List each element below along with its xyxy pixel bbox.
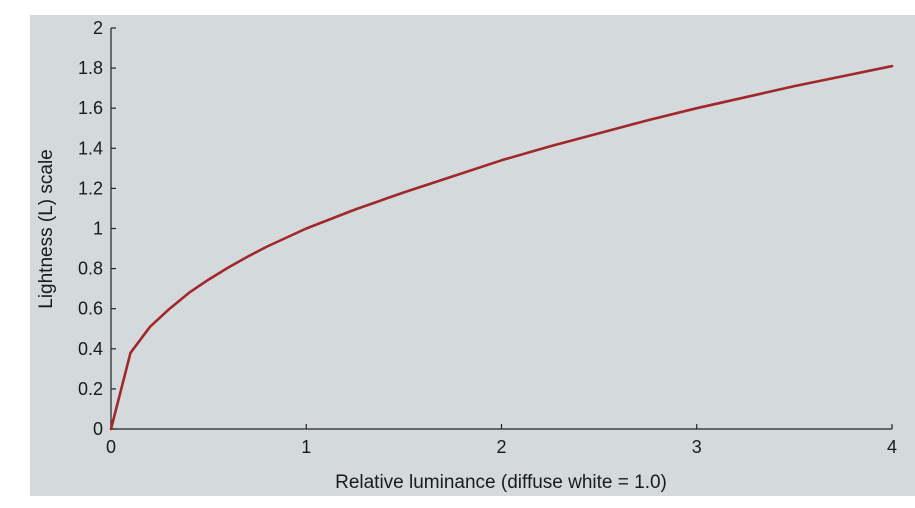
x-tick-label: 0 [106,437,116,457]
y-axis-title: Lightness (L) scale [36,149,57,308]
y-tick-label: 0.4 [78,339,103,359]
series-line [109,64,894,431]
x-axis-title: Relative luminance (diffuse white = 1.0) [335,472,667,493]
y-tick-label: 1.2 [78,178,103,198]
y-tick-label: 0.8 [78,259,103,279]
y-tick-label: 1.8 [78,58,103,78]
y-tick-label: 2 [93,18,103,38]
chart-background [30,15,915,496]
series-group [109,64,894,431]
y-tick-label: 0 [93,419,103,439]
y-tick-label: 0.6 [78,299,103,319]
y-tick-label: 1.4 [78,138,103,158]
x-tick-label: 3 [692,437,702,457]
axes: 0 0.2 0.4 0.6 0.8 1 1.2 1.4 1.6 1.8 2 0 1 2 3 4 [78,18,897,457]
y-ticks: 0 0.2 0.4 0.6 0.8 1 1.2 1.4 1.6 1.8 2 [78,18,116,439]
x-tick-label: 4 [887,437,897,457]
y-tick-label: 0.2 [78,379,103,399]
x-tick-label: 1 [301,437,311,457]
y-tick-label: 1.6 [78,98,103,118]
y-tick-label: 1 [93,219,103,239]
x-tick-label: 2 [496,437,506,457]
